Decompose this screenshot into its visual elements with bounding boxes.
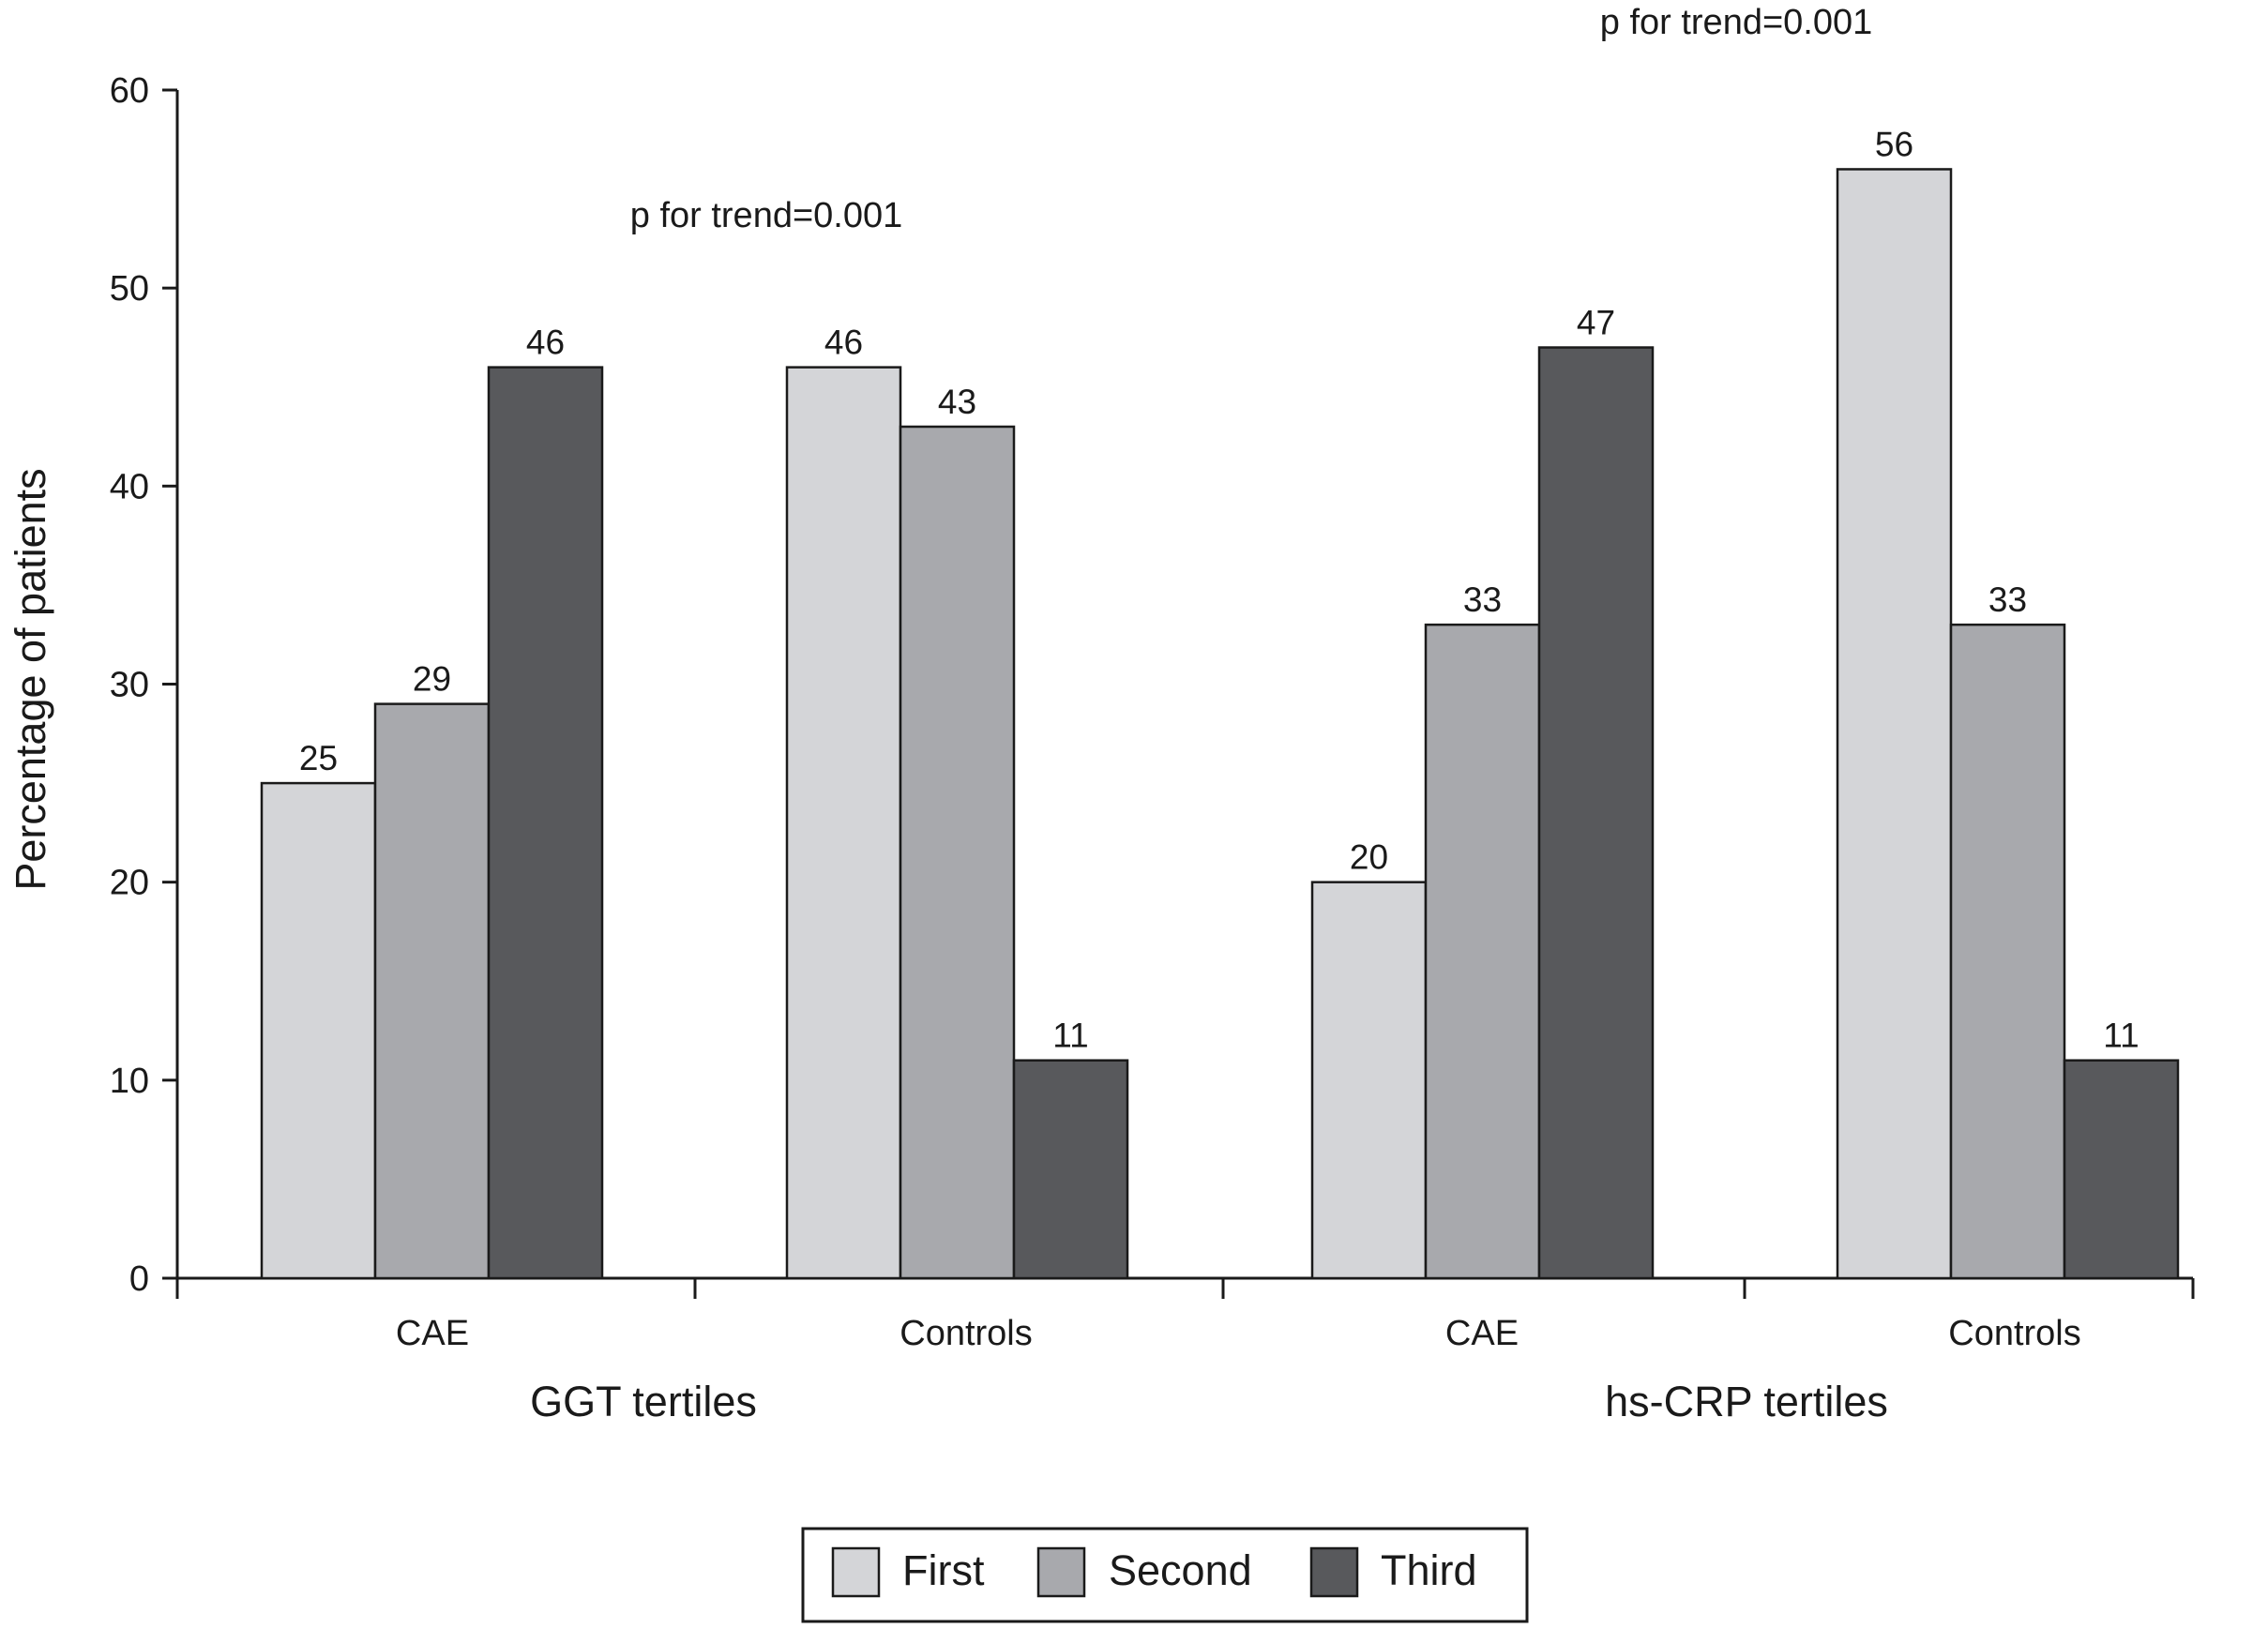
data-label: 20 xyxy=(1350,838,1388,877)
category-label: Controls xyxy=(900,1314,1033,1353)
data-label: 25 xyxy=(299,739,338,777)
data-label: 47 xyxy=(1577,304,1615,342)
bar-third xyxy=(487,366,604,1280)
group-label: GGT tertiles xyxy=(530,1378,757,1425)
category-label: Controls xyxy=(1948,1314,2081,1353)
legend-label-third: Third xyxy=(1381,1546,1477,1594)
bar-second xyxy=(1949,623,2066,1280)
legend-swatch-third xyxy=(1309,1546,1359,1598)
trend-annotation: p for trend=0.001 xyxy=(1600,3,1873,42)
y-tick-label: 0 xyxy=(129,1259,149,1299)
y-tick-label: 40 xyxy=(110,467,149,506)
category-label: CAE xyxy=(396,1314,469,1353)
data-label: 56 xyxy=(1875,125,1913,163)
data-label: 29 xyxy=(413,660,451,699)
legend-label-second: Second xyxy=(1109,1546,1252,1594)
legend: First Second Third xyxy=(801,1527,1529,1623)
bar-second xyxy=(373,702,491,1280)
y-tick-label: 10 xyxy=(110,1062,149,1101)
data-label: 33 xyxy=(1988,580,2027,619)
bar-first xyxy=(1836,168,1953,1280)
legend-label-first: First xyxy=(902,1546,985,1594)
y-tick-label: 20 xyxy=(110,864,149,903)
bar-second xyxy=(1424,623,1541,1280)
trend-annotation: p for trend=0.001 xyxy=(630,196,903,235)
data-label: 11 xyxy=(2103,1017,2139,1055)
legend-box xyxy=(801,1527,1529,1623)
y-tick-label: 50 xyxy=(110,269,149,309)
y-tick-label: 30 xyxy=(110,666,149,705)
labels: 0 10 20 30 40 50 60 Percentage of patients 25 29 4… xyxy=(7,3,2139,1425)
y-tick-label: 60 xyxy=(110,71,149,111)
data-label: 46 xyxy=(824,324,863,362)
bar-third xyxy=(1012,1059,1129,1280)
bar-first xyxy=(260,781,377,1280)
legend-swatch-second xyxy=(1036,1546,1086,1598)
bars xyxy=(260,168,2180,1280)
group-label: hs-CRP tertiles xyxy=(1605,1378,1888,1425)
data-label: 11 xyxy=(1052,1017,1088,1055)
data-label: 46 xyxy=(526,324,565,362)
bar-first xyxy=(785,366,902,1280)
data-label: 33 xyxy=(1463,580,1502,619)
category-label: CAE xyxy=(1445,1314,1519,1353)
bar-third xyxy=(2063,1059,2180,1280)
bar-first xyxy=(1310,881,1428,1280)
y-axis-title: Percentage of patients xyxy=(7,468,54,890)
bar-second xyxy=(899,425,1016,1280)
bar-third xyxy=(1537,346,1655,1280)
data-label: 43 xyxy=(938,383,976,421)
legend-swatch-first xyxy=(831,1546,881,1598)
